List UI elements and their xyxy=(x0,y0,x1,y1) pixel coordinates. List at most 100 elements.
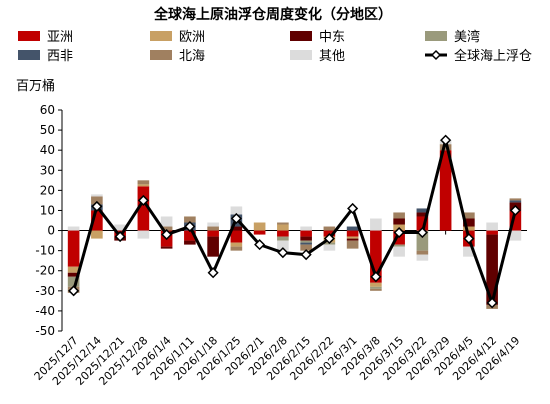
total-line-marker xyxy=(184,220,196,233)
bar-segment xyxy=(300,240,312,243)
bar-segment xyxy=(137,184,150,187)
bar-segment xyxy=(184,230,196,241)
legend-label: 亚洲 xyxy=(47,30,73,45)
bar-segment xyxy=(277,236,289,241)
bar-segment xyxy=(463,246,475,257)
bar-segment xyxy=(91,196,103,205)
bar-segment xyxy=(370,286,382,289)
bar-segment xyxy=(416,212,429,217)
bar-segment xyxy=(230,246,243,251)
total-line-marker xyxy=(207,267,219,279)
bar-segment xyxy=(393,218,405,225)
bar-segment xyxy=(486,234,498,305)
bar-segment xyxy=(160,246,173,249)
legend-swatch xyxy=(18,31,40,41)
y-tick-label: 40 xyxy=(40,143,55,157)
bar-segment xyxy=(439,150,452,231)
bar-segment xyxy=(416,250,429,255)
bar-segment xyxy=(207,236,219,257)
bar-segment xyxy=(509,198,522,201)
bar-segment xyxy=(393,212,405,219)
y-tick-label: -40 xyxy=(35,304,55,318)
bar-segment xyxy=(416,230,429,251)
bar-segment xyxy=(416,216,429,231)
y-axis-label: 百万桶 xyxy=(16,79,55,94)
total-line xyxy=(72,139,517,308)
y-tick-label: 30 xyxy=(40,163,55,177)
bar-segment xyxy=(207,230,219,237)
bar-segment xyxy=(277,230,289,237)
bar-segment xyxy=(277,224,289,231)
bar-segment xyxy=(230,226,243,231)
total-line-marker xyxy=(300,249,312,261)
total-line-marker xyxy=(91,200,103,212)
legend-label: 北海 xyxy=(179,49,205,64)
bar-segment xyxy=(509,200,522,203)
bar-segment xyxy=(277,222,289,225)
bar-segment xyxy=(346,240,359,249)
bar-segment xyxy=(67,230,80,267)
legend-label: 其他 xyxy=(319,49,345,64)
bars xyxy=(67,140,522,309)
bar-segment xyxy=(486,222,498,231)
bar-segment xyxy=(67,226,80,231)
bar-segment xyxy=(509,210,522,231)
legend-swatch xyxy=(425,31,447,41)
total-line-marker xyxy=(277,247,289,259)
total-line-marker xyxy=(161,229,173,241)
bar-segment xyxy=(137,230,150,239)
bar-segment xyxy=(439,144,452,151)
legend-swatch xyxy=(290,50,312,60)
total-line-marker xyxy=(463,233,475,245)
bar-segment xyxy=(346,238,359,241)
bar-segment xyxy=(207,226,219,231)
bar-segment xyxy=(137,180,150,185)
bar-segment xyxy=(346,230,359,237)
bar-segment xyxy=(509,230,522,241)
bar-segment xyxy=(346,236,359,239)
legend-label: 全球海上浮仓 xyxy=(454,48,532,64)
bar-segment xyxy=(160,216,173,227)
y-tick-label: 60 xyxy=(40,103,55,117)
total-line-marker xyxy=(416,226,428,239)
total-line-marker xyxy=(393,226,405,239)
bar-segment xyxy=(114,224,126,231)
y-tick-label: 50 xyxy=(40,123,55,137)
bar-segment xyxy=(300,230,312,237)
legend-swatch xyxy=(150,31,172,41)
bar-segment xyxy=(370,218,382,231)
total-line-marker xyxy=(323,233,335,245)
total-line-marker xyxy=(137,194,149,206)
total-line-marker xyxy=(114,231,126,243)
y-tick-label: -50 xyxy=(35,324,55,338)
total-line-marker xyxy=(509,204,521,217)
legend-label: 西非 xyxy=(47,49,73,64)
legend-swatch xyxy=(290,31,312,41)
bar-segment xyxy=(463,226,475,231)
legend-swatch xyxy=(150,50,172,60)
bar-segment xyxy=(323,244,336,251)
bar-segment xyxy=(160,226,173,231)
total-line-marker xyxy=(68,285,80,297)
bar-segment xyxy=(370,282,382,287)
bar-segment xyxy=(253,230,266,235)
bar-segment xyxy=(486,230,498,235)
bar-segment xyxy=(230,230,243,243)
total-line-marker xyxy=(370,271,382,283)
bar-segment xyxy=(300,244,312,251)
total-line-layer xyxy=(68,134,521,309)
bar-segment xyxy=(323,226,336,231)
total-line-marker xyxy=(347,202,359,215)
y-tick-label: 10 xyxy=(40,203,55,217)
bar-segment xyxy=(67,272,80,277)
y-tick-label: 20 xyxy=(40,183,55,197)
total-line-marker xyxy=(254,239,266,251)
bar-segment xyxy=(137,186,150,231)
bar-segment xyxy=(300,242,312,245)
total-line-marker xyxy=(486,297,498,309)
bar-segment xyxy=(393,244,405,247)
total-line-marker xyxy=(440,134,452,146)
bar-segment xyxy=(416,208,429,213)
